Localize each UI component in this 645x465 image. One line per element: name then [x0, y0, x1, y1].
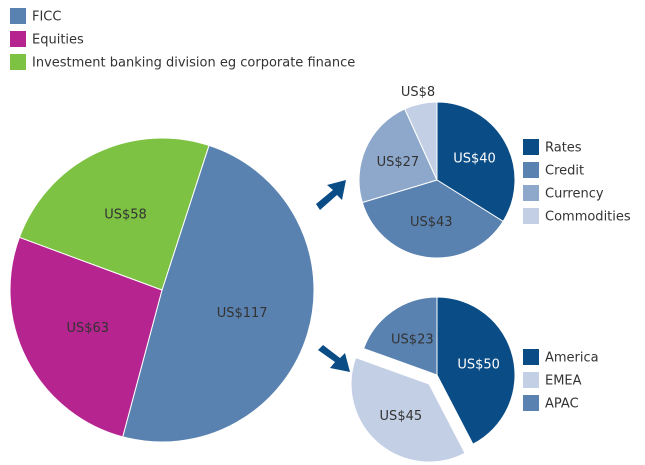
value-label: US$63	[66, 321, 109, 336]
legend-label: America	[545, 351, 599, 366]
pie-slice	[358, 108, 438, 204]
arrow	[318, 345, 350, 372]
legend-label: FICC	[32, 10, 61, 25]
pie-slice	[18, 137, 210, 291]
legend-swatch	[523, 185, 539, 201]
value-label: US$23	[391, 332, 434, 347]
legend-swatch	[523, 162, 539, 178]
value-label: US$58	[104, 207, 147, 222]
value-label: US$27	[377, 155, 420, 170]
value-label: US$40	[453, 152, 496, 167]
legend-swatch	[523, 349, 539, 365]
legend-label: Currency	[545, 187, 604, 202]
pie-slice	[404, 101, 438, 181]
legend-label: Investment banking division eg corporate…	[32, 56, 355, 71]
arrow	[316, 180, 346, 210]
legend-label: APAC	[545, 397, 579, 412]
pie-slice	[350, 356, 466, 463]
legend-swatch	[10, 54, 26, 70]
legend-label: Commodities	[545, 210, 631, 225]
legend-swatch	[10, 31, 26, 47]
legend-label: EMEA	[545, 374, 582, 389]
legend-label: Credit	[545, 164, 584, 179]
legend-label: Equities	[32, 33, 84, 48]
legend-swatch	[10, 8, 26, 24]
legend-label: Rates	[545, 141, 582, 156]
legend-swatch	[523, 208, 539, 224]
pie-slice	[361, 179, 504, 259]
legend-swatch	[523, 139, 539, 155]
pie-slice	[9, 236, 163, 438]
value-label: US$43	[410, 215, 453, 230]
value-label: US$117	[217, 306, 268, 321]
value-label: US$45	[380, 409, 423, 424]
value-label: US$50	[457, 357, 500, 372]
legend-swatch	[523, 395, 539, 411]
pie-slice	[362, 296, 438, 376]
pie-slice	[436, 296, 516, 445]
pie-slice	[122, 144, 315, 443]
value-label: US$8	[401, 85, 435, 100]
pie-slice	[436, 101, 516, 223]
legend-swatch	[523, 372, 539, 388]
